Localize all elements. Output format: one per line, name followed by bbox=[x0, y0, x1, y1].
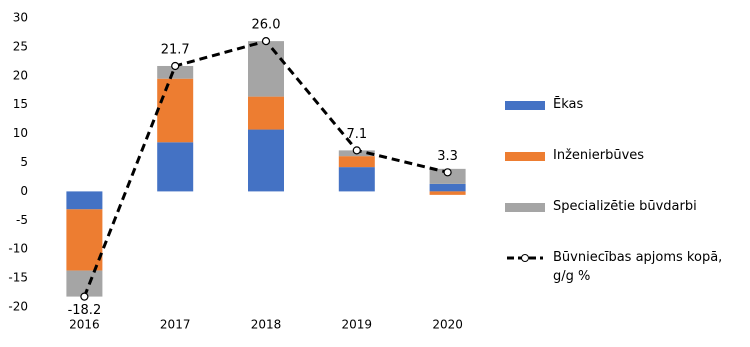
bar bbox=[157, 65, 194, 79]
y-tick-label: 25 bbox=[13, 39, 28, 53]
bar bbox=[248, 41, 284, 97]
point bbox=[80, 292, 89, 301]
y-tick-label: 30 bbox=[13, 11, 28, 25]
bar bbox=[66, 270, 103, 297]
bar bbox=[338, 167, 375, 192]
x-tick-label: 2020 bbox=[432, 318, 463, 332]
point bbox=[261, 37, 271, 46]
y-tick-label: -20 bbox=[8, 300, 28, 314]
x-tick-label: 2018 bbox=[251, 318, 282, 332]
point bbox=[443, 168, 452, 177]
y-tick-label: 5 bbox=[20, 155, 28, 169]
legend-swatch bbox=[505, 194, 545, 220]
x-tick-label: 2019 bbox=[342, 318, 373, 332]
legend-color bbox=[505, 100, 545, 110]
legend-item: Ēkas bbox=[505, 92, 745, 118]
legend-item: Būvniecības apjoms kopā, g/g % bbox=[505, 245, 745, 286]
bar bbox=[157, 142, 194, 192]
data-label: 26.0 bbox=[252, 18, 281, 33]
legend-label: Specializētie būvdarbi bbox=[553, 199, 697, 214]
bar bbox=[429, 191, 466, 195]
legend-item: Specializētie būvdarbi bbox=[505, 194, 745, 220]
data-label: 21.7 bbox=[161, 42, 190, 57]
bar bbox=[157, 78, 194, 143]
y-tick-label: -5 bbox=[16, 213, 28, 227]
legend-label: Inženierbūves bbox=[553, 148, 645, 163]
y-tick-label: 0 bbox=[20, 184, 28, 198]
y-tick-label: -10 bbox=[8, 242, 28, 256]
data-label: 3.3 bbox=[437, 149, 458, 164]
y-tick-label: 20 bbox=[13, 68, 28, 82]
bar bbox=[338, 156, 375, 168]
legend: Ēkas Inženierbūves Specializētie būvdarbi B… bbox=[505, 92, 745, 311]
legend-swatch bbox=[505, 92, 545, 118]
bar bbox=[66, 209, 103, 271]
y-tick-label: 10 bbox=[13, 126, 28, 140]
y-tick-label: 15 bbox=[13, 97, 28, 111]
legend-color bbox=[505, 202, 545, 212]
legend-swatch bbox=[505, 143, 545, 169]
y-tick-label: -15 bbox=[8, 271, 28, 285]
data-label: -18.2 bbox=[68, 303, 102, 318]
legend-label: Ēkas bbox=[553, 97, 584, 112]
legend-item: Inženierbūves bbox=[505, 143, 745, 169]
legend-label: Būvniecības apjoms kopā, g/g % bbox=[553, 250, 723, 284]
point bbox=[171, 61, 180, 71]
bar bbox=[248, 129, 284, 192]
legend-swatch bbox=[505, 245, 545, 271]
bar bbox=[248, 96, 284, 130]
data-label: 7.1 bbox=[346, 127, 367, 142]
point bbox=[352, 146, 361, 155]
bar bbox=[66, 191, 103, 210]
bar bbox=[429, 183, 466, 192]
x-tick-label: 2016 bbox=[69, 318, 100, 332]
legend-line bbox=[507, 254, 543, 262]
legend-color bbox=[505, 151, 545, 161]
x-tick-label: 2017 bbox=[160, 318, 191, 332]
